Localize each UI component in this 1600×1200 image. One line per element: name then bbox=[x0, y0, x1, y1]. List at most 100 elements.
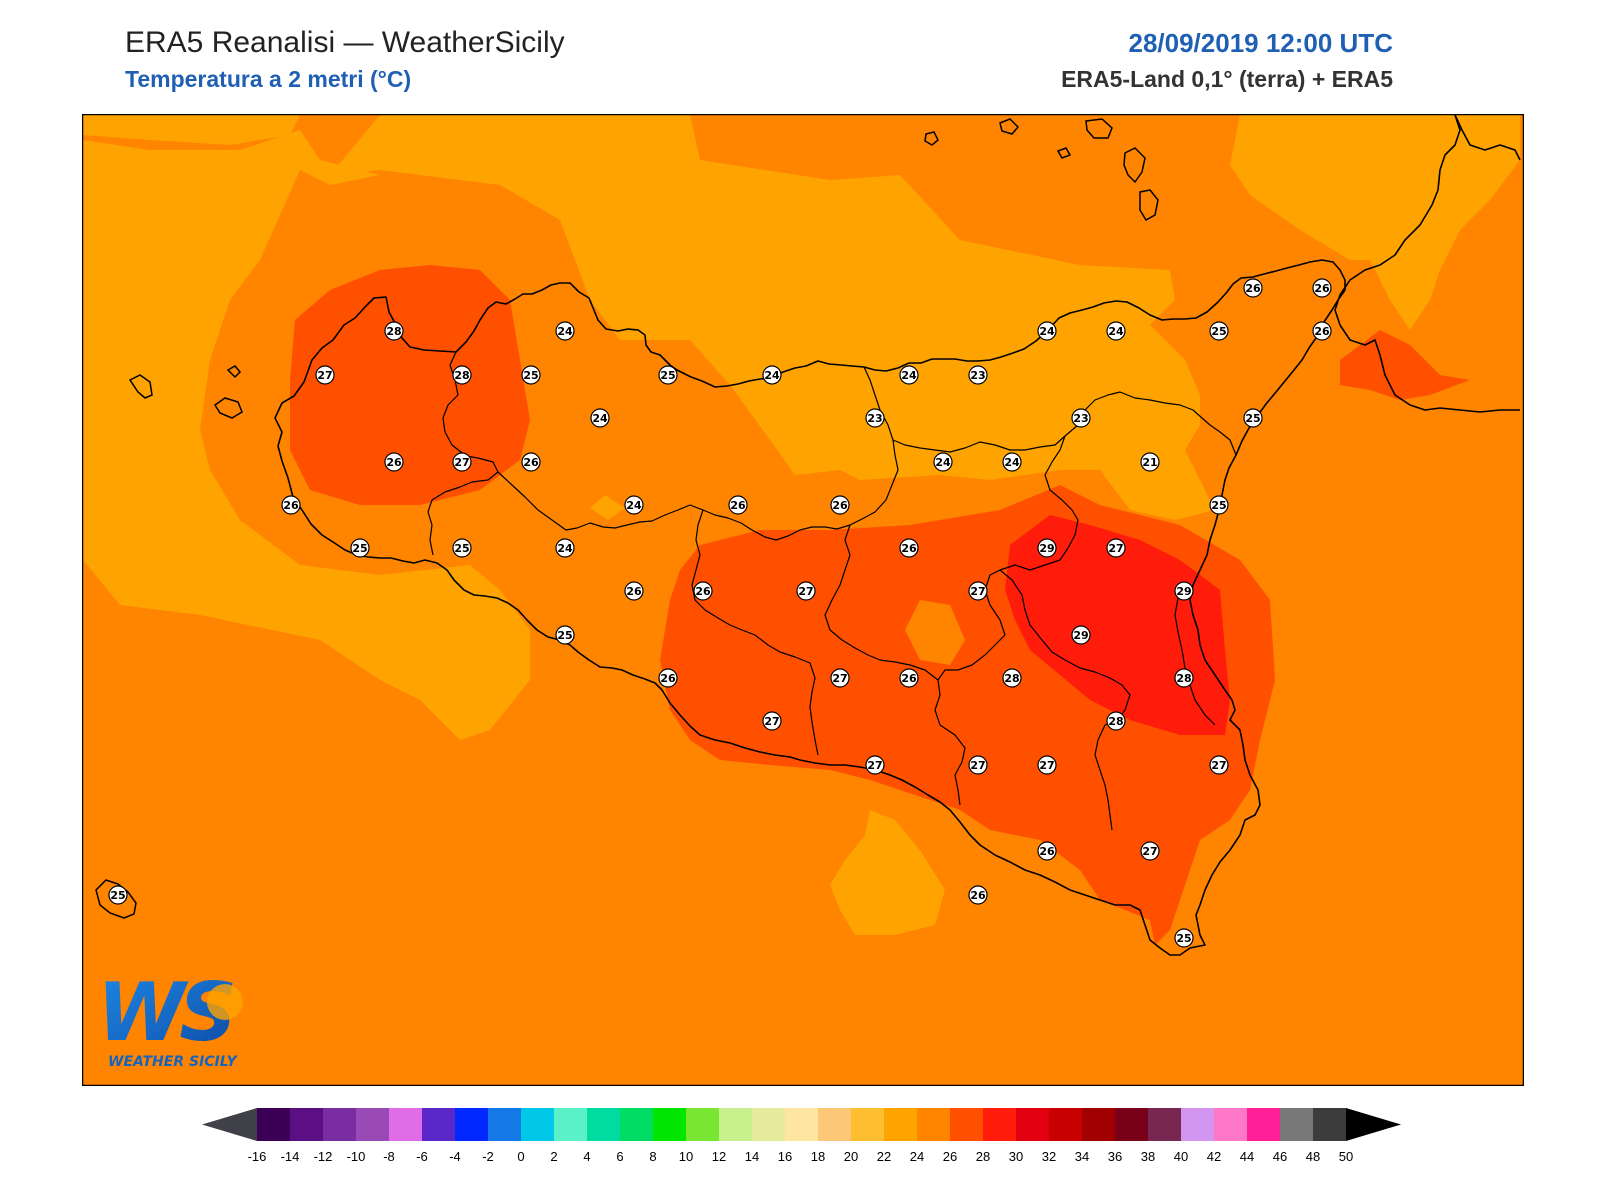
station-value: 26 bbox=[626, 585, 642, 598]
station-value: 25 bbox=[1176, 932, 1191, 945]
station-value: 27 bbox=[867, 759, 882, 772]
station-circle bbox=[281, 495, 301, 515]
station-circle bbox=[1312, 321, 1332, 341]
station-marker: 27 bbox=[762, 711, 782, 731]
colorbar-cell bbox=[653, 1108, 686, 1141]
station-marker: 24 bbox=[1106, 321, 1126, 341]
station-value: 26 bbox=[283, 499, 299, 512]
station-value: 24 bbox=[557, 325, 573, 338]
station-value: 25 bbox=[110, 889, 125, 902]
station-value: 27 bbox=[798, 585, 813, 598]
station-marker: 24 bbox=[899, 365, 919, 385]
colorbar-tick-label: 46 bbox=[1273, 1149, 1287, 1164]
station-circle bbox=[315, 365, 335, 385]
station-marker: 27 bbox=[830, 668, 850, 688]
station-circle bbox=[1243, 408, 1263, 428]
station-circle bbox=[1243, 278, 1263, 298]
station-circle bbox=[658, 365, 678, 385]
colorbar-tick-label: 40 bbox=[1174, 1149, 1188, 1164]
colorbar-tick-label: 18 bbox=[811, 1149, 825, 1164]
colorbar-cell bbox=[884, 1108, 917, 1141]
station-marker: 27 bbox=[315, 365, 335, 385]
station-value: 24 bbox=[901, 369, 917, 382]
colorbar-cell bbox=[917, 1108, 950, 1141]
station-value: 23 bbox=[1073, 412, 1088, 425]
station-value: 26 bbox=[1245, 282, 1261, 295]
colorbar-tick-label: 10 bbox=[679, 1149, 693, 1164]
station-value: 27 bbox=[454, 456, 469, 469]
colorbar-tick-label: 44 bbox=[1240, 1149, 1254, 1164]
station-circle bbox=[624, 495, 644, 515]
station-circle bbox=[968, 885, 988, 905]
station-value: 25 bbox=[352, 542, 367, 555]
station-value: 23 bbox=[867, 412, 882, 425]
station-value: 27 bbox=[1108, 542, 1123, 555]
station-value: 28 bbox=[1004, 672, 1019, 685]
colorbar-cell bbox=[1148, 1108, 1181, 1141]
station-circle bbox=[968, 581, 988, 601]
station-marker: 25 bbox=[452, 538, 472, 558]
colorbar-cell bbox=[851, 1108, 884, 1141]
station-value: 26 bbox=[660, 672, 676, 685]
fill-24-small bbox=[590, 495, 625, 520]
station-value: 26 bbox=[901, 672, 917, 685]
station-value: 29 bbox=[1039, 542, 1054, 555]
station-marker: 27 bbox=[865, 755, 885, 775]
station-marker: 25 bbox=[658, 365, 678, 385]
station-circle bbox=[1037, 755, 1057, 775]
station-value: 27 bbox=[970, 585, 985, 598]
station-circle bbox=[762, 365, 782, 385]
station-value: 26 bbox=[1039, 845, 1055, 858]
station-marker: 26 bbox=[693, 581, 713, 601]
colorbar-tick-label: 36 bbox=[1108, 1149, 1122, 1164]
colorbar-ticks: -16 -14 -12 -10 -8 -6 -4 -2 0 2 4 6 8 10 12 14 16 18 20 22 2… bbox=[248, 1149, 1354, 1164]
weathersicily-logo: WS WEATHER SICILY bbox=[97, 966, 243, 1070]
colorbar-cell bbox=[1082, 1108, 1115, 1141]
station-circle bbox=[1209, 495, 1229, 515]
colorbar-tick-label: 14 bbox=[745, 1149, 759, 1164]
station-circle bbox=[658, 668, 678, 688]
station-value: 26 bbox=[523, 456, 539, 469]
station-value: 26 bbox=[1314, 282, 1330, 295]
station-circle bbox=[1037, 321, 1057, 341]
station-value: 26 bbox=[386, 456, 402, 469]
station-marker: 25 bbox=[108, 885, 128, 905]
colorbar-cells bbox=[202, 1108, 1401, 1141]
station-value: 28 bbox=[386, 325, 401, 338]
station-marker: 26 bbox=[624, 581, 644, 601]
station-marker: 25 bbox=[350, 538, 370, 558]
station-marker: 25 bbox=[1174, 928, 1194, 948]
station-marker: 27 bbox=[968, 755, 988, 775]
station-circle bbox=[555, 625, 575, 645]
colorbar-cell bbox=[1280, 1108, 1313, 1141]
station-value: 24 bbox=[935, 456, 951, 469]
colorbar-tick-label: 16 bbox=[778, 1149, 792, 1164]
colorbar-over-arrow bbox=[1346, 1108, 1401, 1141]
station-marker: 26 bbox=[1312, 321, 1332, 341]
station-value: 23 bbox=[970, 369, 985, 382]
station-marker: 27 bbox=[452, 452, 472, 472]
station-value: 27 bbox=[764, 715, 779, 728]
colorbar-tick-label: -6 bbox=[416, 1149, 428, 1164]
station-circle bbox=[350, 538, 370, 558]
station-value: 28 bbox=[454, 369, 469, 382]
station-marker: 25 bbox=[1243, 408, 1263, 428]
station-marker: 27 bbox=[1037, 755, 1057, 775]
station-value: 26 bbox=[832, 499, 848, 512]
station-marker: 27 bbox=[968, 581, 988, 601]
station-marker: 27 bbox=[1106, 538, 1126, 558]
colorbar-tick-label: 8 bbox=[649, 1149, 656, 1164]
station-circle bbox=[728, 495, 748, 515]
colorbar-cell bbox=[686, 1108, 719, 1141]
station-circle bbox=[1140, 452, 1160, 472]
station-value: 27 bbox=[832, 672, 847, 685]
colorbar-cell bbox=[983, 1108, 1016, 1141]
station-value: 25 bbox=[1211, 325, 1226, 338]
station-marker: 24 bbox=[624, 495, 644, 515]
station-value: 24 bbox=[1108, 325, 1124, 338]
model-label: ERA5-Land 0,1° (terra) + ERA5 bbox=[1061, 66, 1393, 92]
station-circle bbox=[624, 581, 644, 601]
station-marker: 26 bbox=[968, 885, 988, 905]
colorbar-tick-label: 6 bbox=[616, 1149, 623, 1164]
colorbar-cell bbox=[785, 1108, 818, 1141]
